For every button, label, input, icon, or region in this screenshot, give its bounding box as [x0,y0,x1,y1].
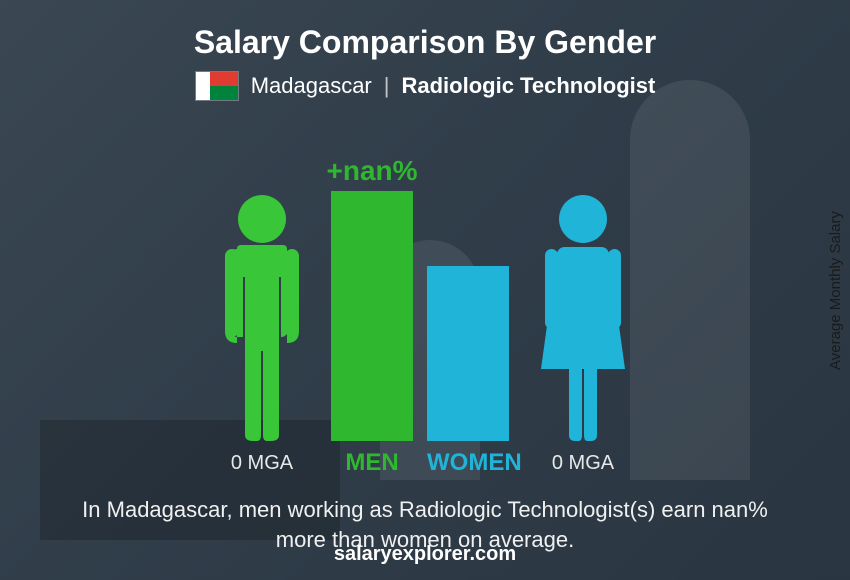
men-bar-column: +nan% [331,191,413,441]
job-label: Radiologic Technologist [401,73,655,99]
women-label: WOMEN [427,449,509,477]
infographic-container: Salary Comparison By Gender Madagascar |… [0,0,850,580]
male-icon [207,191,317,441]
men-salary-value: 0 MGA [207,452,317,475]
y-axis-label: Average Monthly Salary [827,211,844,370]
male-person-icon [207,191,317,441]
women-salary-value: 0 MGA [523,452,643,475]
female-icon [523,191,643,441]
gender-salary-chart: +nan% [125,131,725,441]
subtitle-separator: | [384,73,390,99]
chart-labels-row: 0 MGA MEN WOMEN 0 MGA [40,449,810,477]
footer-source: salaryexplorer.com [0,543,850,566]
women-bar-column [427,266,509,441]
country-label: Madagascar [251,73,372,99]
y-axis-label-wrap: Average Monthly Salary [820,0,850,580]
men-label: MEN [331,449,413,477]
women-bar [427,266,509,441]
madagascar-flag-icon [195,71,239,101]
pct-diff-label: +nan% [326,155,417,187]
page-title: Salary Comparison By Gender [40,24,810,61]
female-person-icon [523,191,643,441]
subtitle-row: Madagascar | Radiologic Technologist [40,71,810,101]
men-bar [331,191,413,441]
